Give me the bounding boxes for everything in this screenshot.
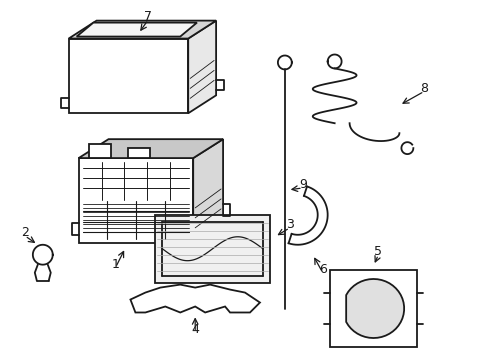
Polygon shape [346, 279, 403, 338]
Text: 4: 4 [191, 323, 199, 336]
Polygon shape [79, 158, 193, 243]
Text: 2: 2 [21, 226, 29, 239]
Text: 6: 6 [318, 263, 326, 276]
Polygon shape [128, 148, 150, 158]
Text: 1: 1 [111, 258, 119, 271]
Polygon shape [77, 23, 197, 37]
Polygon shape [68, 39, 188, 113]
Polygon shape [68, 21, 216, 39]
Text: 7: 7 [144, 10, 152, 23]
Polygon shape [79, 139, 223, 158]
Polygon shape [155, 215, 269, 283]
Text: 5: 5 [374, 245, 382, 258]
Polygon shape [130, 285, 260, 312]
Polygon shape [188, 21, 216, 113]
Text: 3: 3 [285, 218, 293, 231]
Text: 9: 9 [298, 179, 306, 192]
Polygon shape [329, 270, 416, 347]
Polygon shape [88, 144, 110, 158]
Text: 8: 8 [420, 82, 427, 95]
Polygon shape [193, 139, 223, 243]
